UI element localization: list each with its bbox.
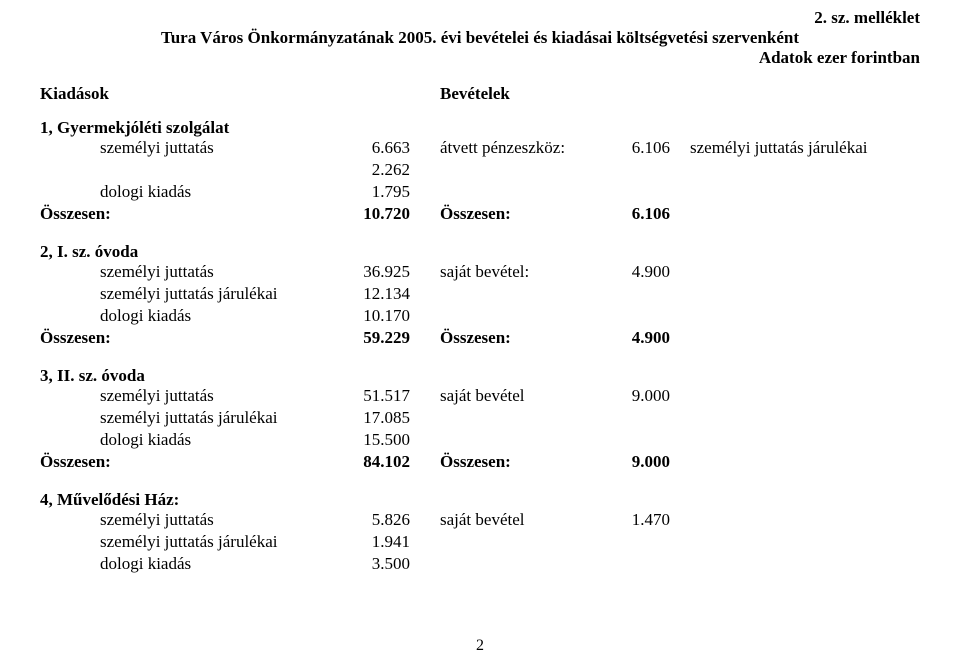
total-label: Összesen: bbox=[40, 452, 320, 472]
header-title: Tura Város Önkormányzatának 2005. évi be… bbox=[40, 28, 920, 48]
page: 2. sz. melléklet Tura Város Önkormányzat… bbox=[0, 0, 960, 663]
section-gap bbox=[40, 474, 920, 484]
row-label: személyi juttatás járulékai bbox=[40, 408, 320, 428]
row-label-2: saját bevétel bbox=[410, 386, 590, 406]
row-label-2: saját bevétel bbox=[410, 510, 590, 530]
row-value-1: 51.517 bbox=[320, 386, 410, 406]
total-value-1: 10.720 bbox=[320, 204, 410, 224]
row-value-1: 3.500 bbox=[320, 554, 410, 574]
row-value-1: 1.941 bbox=[320, 532, 410, 552]
row-label-2: saját bevétel: bbox=[410, 262, 590, 282]
header-attachment: 2. sz. melléklet bbox=[40, 8, 920, 28]
page-number: 2 bbox=[0, 637, 960, 655]
row-value-2: 4.900 bbox=[590, 262, 670, 282]
row-value-2: 6.106 bbox=[590, 138, 670, 158]
row-label: személyi juttatás járulékai bbox=[40, 532, 320, 552]
data-row: 2.262 bbox=[40, 160, 920, 182]
total-value-2: 9.000 bbox=[590, 452, 670, 472]
row-value-1: 5.826 bbox=[320, 510, 410, 530]
row-value-2: 9.000 bbox=[590, 386, 670, 406]
data-row: személyi juttatás járulékai12.134 bbox=[40, 284, 920, 306]
total-row: Összesen:59.229Összesen:4.900 bbox=[40, 328, 920, 350]
section-title: 2, I. sz. óvoda bbox=[40, 242, 920, 262]
total-label: Összesen: bbox=[40, 204, 320, 224]
row-value-1: 36.925 bbox=[320, 262, 410, 282]
section-title: 3, II. sz. óvoda bbox=[40, 366, 920, 386]
column-headers: Kiadások Bevételek bbox=[40, 84, 920, 104]
sections-container: 1, Gyermekjóléti szolgálatszemélyi jutta… bbox=[40, 118, 920, 576]
row-value-1: 15.500 bbox=[320, 430, 410, 450]
row-label: dologi kiadás bbox=[40, 182, 320, 202]
total-value-1: 59.229 bbox=[320, 328, 410, 348]
row-label: dologi kiadás bbox=[40, 306, 320, 326]
total-row: Összesen:10.720Összesen:6.106 bbox=[40, 204, 920, 226]
section-gap bbox=[40, 226, 920, 236]
section-gap bbox=[40, 350, 920, 360]
row-label: dologi kiadás bbox=[40, 554, 320, 574]
row-value-1: 10.170 bbox=[320, 306, 410, 326]
row-value-1: 17.085 bbox=[320, 408, 410, 428]
data-row: személyi juttatás járulékai1.941 bbox=[40, 532, 920, 554]
data-row: dologi kiadás15.500 bbox=[40, 430, 920, 452]
data-row: személyi juttatás51.517saját bevétel9.00… bbox=[40, 386, 920, 408]
total-label-2: Összesen: bbox=[410, 452, 590, 472]
row-label: dologi kiadás bbox=[40, 430, 320, 450]
data-row: személyi juttatás36.925saját bevétel:4.9… bbox=[40, 262, 920, 284]
total-value-1: 84.102 bbox=[320, 452, 410, 472]
row-value-1: 6.663 bbox=[320, 138, 410, 158]
total-value-2: 6.106 bbox=[590, 204, 670, 224]
data-row: személyi juttatás6.663átvett pénzeszköz:… bbox=[40, 138, 920, 160]
data-row: személyi juttatás járulékai17.085 bbox=[40, 408, 920, 430]
row-label: személyi juttatás bbox=[40, 138, 320, 158]
row-value-2: 1.470 bbox=[590, 510, 670, 530]
total-label: Összesen: bbox=[40, 328, 320, 348]
data-row: dologi kiadás10.170 bbox=[40, 306, 920, 328]
col-header-left: Kiadások bbox=[40, 84, 440, 104]
row-label: személyi juttatás bbox=[40, 386, 320, 406]
row-label-3: személyi juttatás járulékai bbox=[670, 138, 920, 158]
total-row: Összesen:84.102Összesen:9.000 bbox=[40, 452, 920, 474]
row-label: személyi juttatás bbox=[40, 262, 320, 282]
data-row: dologi kiadás1.795 bbox=[40, 182, 920, 204]
row-label: személyi juttatás bbox=[40, 510, 320, 530]
row-label: személyi juttatás járulékai bbox=[40, 284, 320, 304]
row-value-1: 1.795 bbox=[320, 182, 410, 202]
total-label-2: Összesen: bbox=[410, 328, 590, 348]
header-unit: Adatok ezer forintban bbox=[40, 48, 920, 68]
total-label-2: Összesen: bbox=[410, 204, 590, 224]
row-value-1: 12.134 bbox=[320, 284, 410, 304]
col-header-right: Bevételek bbox=[440, 84, 510, 104]
row-value-1: 2.262 bbox=[320, 160, 410, 180]
section-title: 4, Művelődési Ház: bbox=[40, 490, 920, 510]
data-row: személyi juttatás5.826saját bevétel1.470 bbox=[40, 510, 920, 532]
data-row: dologi kiadás3.500 bbox=[40, 554, 920, 576]
total-value-2: 4.900 bbox=[590, 328, 670, 348]
row-label-2: átvett pénzeszköz: bbox=[410, 138, 590, 158]
section-title: 1, Gyermekjóléti szolgálat bbox=[40, 118, 920, 138]
